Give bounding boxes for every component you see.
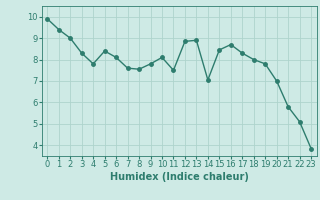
X-axis label: Humidex (Indice chaleur): Humidex (Indice chaleur) <box>110 172 249 182</box>
